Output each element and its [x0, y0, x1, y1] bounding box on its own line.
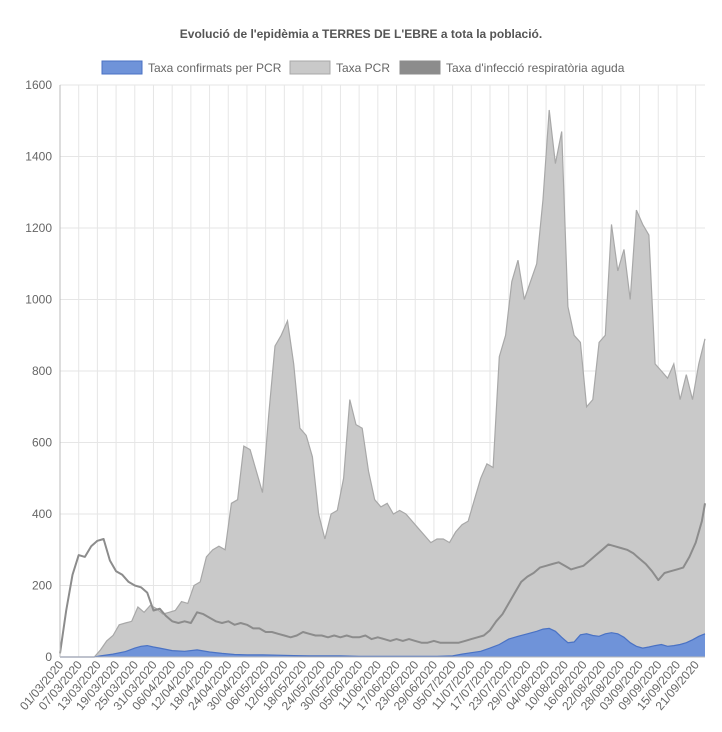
series-line	[60, 627, 706, 658]
series-line	[60, 109, 706, 658]
y-tick-label: 200	[32, 579, 52, 593]
legend-label: Taxa confirmats per PCR	[148, 61, 282, 75]
y-tick-label: 1600	[25, 78, 52, 92]
series-line	[59, 503, 706, 654]
axes: 0200400600800100012001400160001/03/20200…	[17, 78, 705, 713]
y-tick-label: 0	[45, 650, 52, 664]
series-area	[60, 110, 705, 657]
legend-label: Taxa d'infecció respiratòria aguda	[446, 61, 625, 75]
series-layer	[59, 109, 706, 658]
y-tick-label: 800	[32, 364, 52, 378]
y-tick-label: 1000	[25, 293, 52, 307]
legend-swatch	[101, 60, 143, 75]
y-tick-label: 1200	[25, 221, 52, 235]
legend-swatch	[289, 60, 331, 75]
y-tick-label: 1400	[25, 150, 52, 164]
series-area	[60, 628, 705, 657]
legend: Taxa confirmats per PCR Taxa PCR Taxa d'in…	[101, 60, 625, 75]
y-tick-label: 400	[32, 507, 52, 521]
chart-title: Evolució de l'epidèmia a TERRES DE L'EBR…	[180, 27, 542, 41]
y-tick-label: 600	[32, 436, 52, 450]
legend-label: Taxa PCR	[336, 61, 390, 75]
legend-swatch	[399, 60, 441, 75]
